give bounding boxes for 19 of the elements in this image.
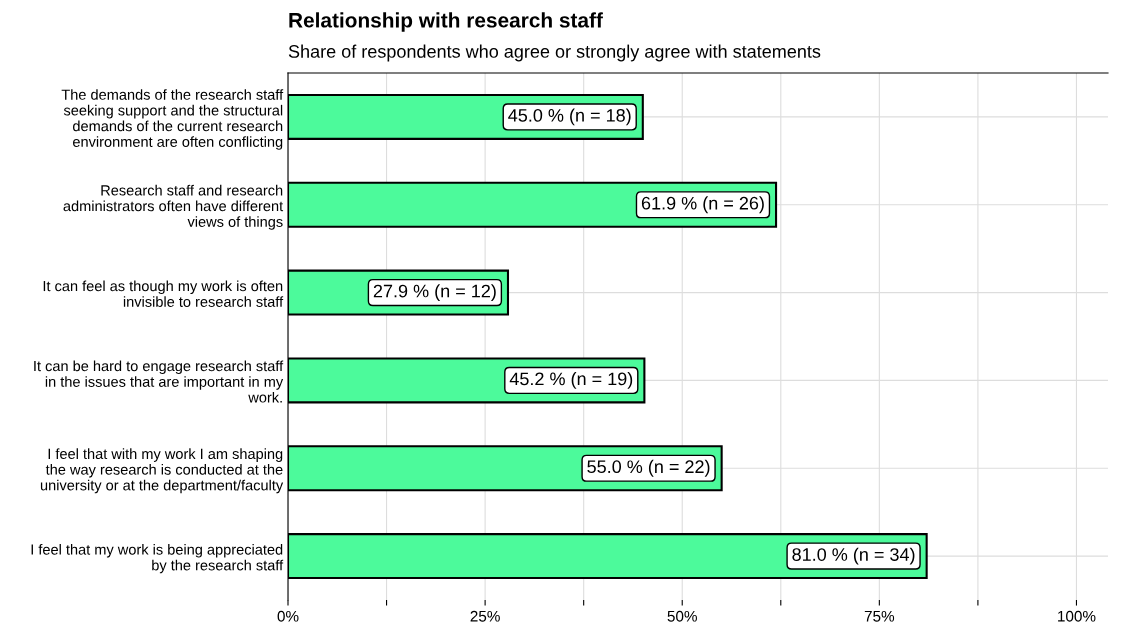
x-tick-label: 75% bbox=[864, 610, 895, 622]
y-tick-label: I feel that with my work I am shaping the way research is conducted at the university or at the department/faculty bbox=[40, 448, 284, 494]
y-tick-label: The demands of the research staff seeking support and the structural demands of the current research environment are often conflicting bbox=[61, 89, 284, 150]
x-tick-label: 100% bbox=[1058, 610, 1096, 622]
data-label: 45.0 % (n = 18) bbox=[508, 108, 631, 126]
y-tick-label: It can be hard to engage research staff in the issues that are important in my work. bbox=[34, 360, 284, 403]
y-tick-label: Research staff and research administrators often have different views of things bbox=[63, 184, 284, 230]
data-label: 81.0 % (n = 34) bbox=[792, 547, 915, 565]
y-tick-label: I feel that my work is being appreciated by the research staff bbox=[31, 544, 284, 574]
chart-subtitle: Share of respondents who agree or strongly agree with statements bbox=[288, 44, 821, 62]
data-label: 27.9 % (n = 12) bbox=[373, 284, 496, 301]
data-label: 55.0 % (n = 22) bbox=[587, 459, 710, 477]
data-label: 45.2 % (n = 19) bbox=[509, 372, 633, 389]
y-tick-label: It can feel as though my work is often invisible to research staff bbox=[43, 280, 284, 307]
x-tick-label: 50% bbox=[667, 610, 697, 622]
chart-title: Relationship with research staff bbox=[289, 12, 603, 32]
x-tick-label: 0% bbox=[277, 610, 299, 622]
x-tick-label: 25% bbox=[470, 610, 500, 622]
data-label: 61.9 % (n = 26) bbox=[641, 196, 764, 214]
